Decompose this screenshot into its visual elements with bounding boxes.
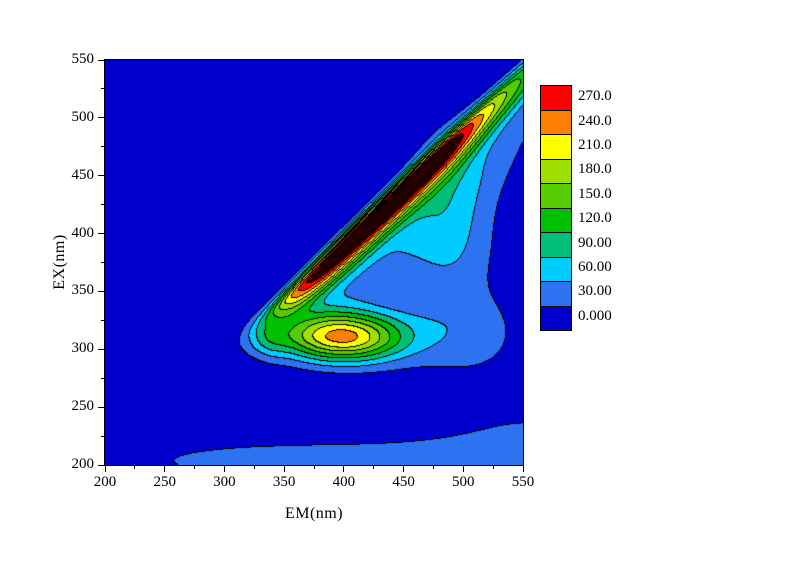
y-minor-tick (101, 204, 104, 206)
x-major-tick (164, 466, 166, 472)
x-minor-tick (492, 466, 494, 469)
colorbar-label: 180.0 (578, 161, 612, 178)
x-major-tick (522, 466, 524, 472)
x-major-tick (462, 466, 464, 472)
colorbar-cell (541, 233, 571, 258)
colorbar-label: 210.0 (578, 137, 612, 153)
y-minor-tick (101, 88, 104, 90)
colorbar-label: 0.000 (578, 307, 612, 324)
colorbar-cell (541, 135, 571, 160)
y-tick-label: 450 (71, 166, 95, 183)
colorbar-cell (541, 282, 571, 307)
colorbar-label: 120.0 (578, 210, 612, 227)
x-tick-label: 450 (392, 474, 415, 490)
y-minor-tick (101, 146, 104, 148)
y-tick-label: 350 (71, 282, 95, 299)
colorbar-label: 270.0 (578, 88, 612, 105)
y-major-tick (98, 59, 104, 61)
x-major-tick (343, 466, 345, 472)
x-major-tick (223, 466, 225, 472)
y-minor-tick (101, 435, 104, 437)
y-minor-tick (101, 377, 104, 379)
y-tick-label: 400 (71, 224, 95, 241)
colorbar-label: 30.00 (578, 283, 612, 300)
x-minor-tick (432, 466, 434, 469)
x-tick-label: 500 (452, 474, 475, 490)
x-minor-tick (134, 466, 136, 469)
colorbar-cell (541, 86, 571, 111)
x-minor-tick (194, 466, 196, 469)
colorbar-label: 90.00 (578, 234, 612, 251)
x-axis-label: EM(nm) (284, 505, 344, 522)
x-tick-label: 400 (332, 474, 356, 490)
y-major-tick (98, 348, 104, 350)
x-tick-label: 300 (213, 474, 236, 490)
colorbar-cell (541, 110, 571, 135)
x-major-tick (403, 466, 405, 472)
x-major-tick (283, 466, 285, 472)
y-tick-label: 550 (71, 51, 95, 67)
y-axis-label: EX(nm) (51, 234, 68, 290)
x-minor-tick (313, 466, 315, 469)
colorbar-label: 60.00 (578, 259, 612, 275)
colorbar-label: 240.0 (578, 112, 612, 129)
y-tick-label: 300 (71, 340, 95, 357)
y-major-tick (98, 464, 104, 466)
y-major-tick (98, 117, 104, 119)
colorbar-cell (541, 184, 571, 209)
contour-canvas (105, 60, 523, 465)
y-minor-tick (101, 319, 104, 321)
colorbar-label: 150.0 (578, 185, 612, 202)
y-tick-label: 500 (71, 108, 95, 125)
y-minor-tick (101, 262, 104, 263)
x-tick-label: 350 (272, 474, 296, 490)
y-major-tick (98, 406, 104, 408)
colorbar-cell (541, 208, 571, 233)
x-tick-label: 550 (511, 474, 535, 490)
y-major-tick (98, 290, 104, 292)
colorbar-cell (541, 306, 571, 330)
colorbar-cell (541, 257, 571, 282)
x-tick-label: 250 (153, 474, 176, 490)
y-tick-label: 200 (71, 456, 95, 472)
x-tick-label: 200 (93, 474, 117, 490)
x-minor-tick (253, 466, 255, 469)
x-major-tick (104, 466, 106, 472)
y-major-tick (98, 233, 104, 235)
x-minor-tick (373, 466, 375, 469)
plot-frame (104, 59, 524, 466)
y-major-tick (98, 175, 104, 177)
y-tick-label: 250 (71, 398, 95, 415)
colorbar (540, 85, 572, 331)
colorbar-cell (541, 159, 571, 184)
